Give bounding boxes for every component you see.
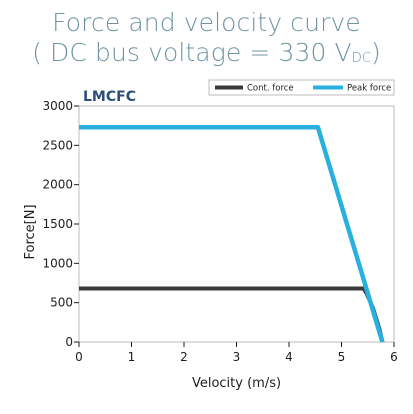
y-tick-label: 3000	[42, 99, 73, 113]
y-axis-ticks: 0 500 1000 1500 2000 2500 3000	[42, 99, 79, 349]
chart-title-close-paren: )	[371, 38, 381, 67]
x-tick-label: 1	[128, 350, 136, 364]
y-tick-label: 500	[50, 296, 73, 310]
series-layer	[79, 124, 385, 343]
x-axis-ticks: 0 1 2 3 4 5 6	[75, 342, 398, 364]
x-tick-label: 3	[233, 350, 241, 364]
legend: Cont. force Peak force	[208, 79, 395, 96]
x-tick-label: 2	[180, 350, 188, 364]
x-axis-label: Velocity (m/s)	[192, 376, 281, 391]
chart-title-voltage-subscript: DC	[351, 51, 372, 66]
x-tick-label: 0	[75, 350, 83, 364]
y-tick-label: 0	[65, 335, 73, 349]
series-line-peak-force	[79, 124, 385, 343]
model-label: LMCFC	[83, 89, 136, 105]
y-tick-label: 2500	[42, 138, 73, 152]
chart-title: Force and velocity curve ( DC bus voltag…	[0, 8, 413, 74]
y-tick-label: 2000	[42, 178, 73, 192]
series-line-cont-force	[79, 286, 385, 343]
y-axis-label: Force[N]	[23, 204, 38, 259]
legend-box	[208, 79, 395, 96]
x-tick-label: 5	[338, 350, 346, 364]
y-tick-label: 1500	[42, 217, 73, 231]
y-tick-label: 1000	[42, 256, 73, 270]
chart-title-voltage: ( DC bus voltage = 330 V	[32, 38, 352, 67]
legend-label-peak-force: Peak force	[347, 84, 391, 94]
chart-title-line2: ( DC bus voltage = 330 VDC)	[0, 38, 413, 74]
x-tick-label: 6	[390, 350, 398, 364]
legend-label-cont-force: Cont. force	[247, 84, 294, 94]
x-tick-label: 4	[285, 350, 293, 364]
chart-title-line1: Force and velocity curve	[52, 8, 361, 37]
